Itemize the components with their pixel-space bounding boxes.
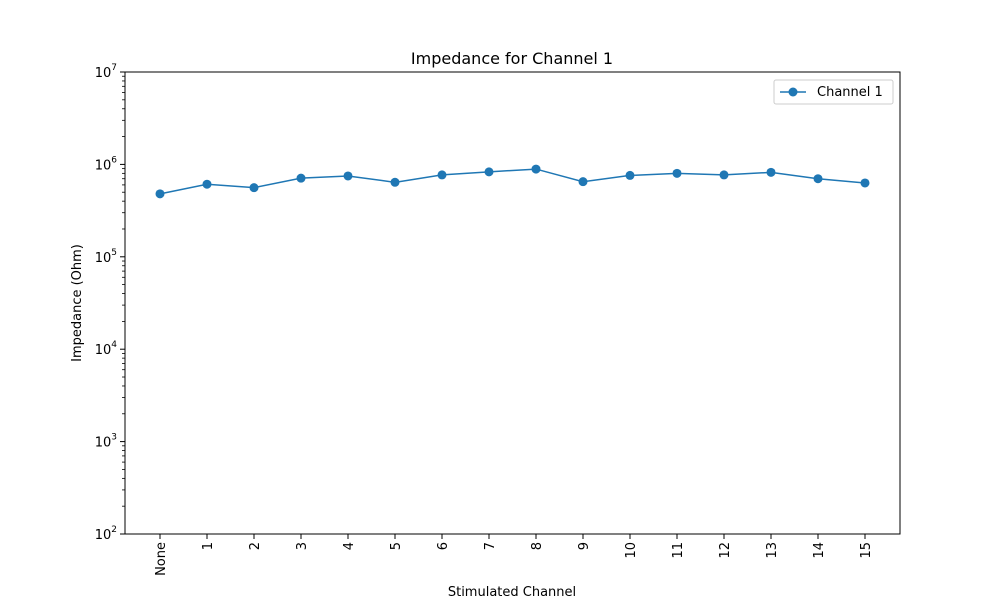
x-tick-label: 6 — [436, 542, 451, 550]
x-tick-label: 4 — [342, 542, 357, 550]
legend-box — [773, 79, 894, 105]
data-point — [437, 170, 447, 180]
data-point — [390, 177, 400, 187]
legend-label: Channel 1 — [817, 85, 883, 100]
x-tick-label: 14 — [812, 542, 827, 559]
data-point — [202, 179, 212, 189]
series-line — [159, 168, 866, 195]
x-tick-label: 9 — [577, 542, 592, 550]
x-tick-label: None — [154, 542, 169, 576]
x-tick-label: 5 — [389, 542, 404, 550]
x-tick-label: 13 — [765, 542, 780, 559]
x-tick-label: 15 — [859, 542, 874, 559]
legend-marker — [788, 87, 798, 97]
chart-title: Impedance for Channel 1 — [411, 49, 613, 68]
x-tick-label: 11 — [671, 542, 686, 559]
data-point — [531, 164, 541, 174]
data-point — [719, 170, 729, 180]
data-point — [484, 167, 494, 177]
x-tick-label: 7 — [483, 542, 498, 550]
data-point — [766, 167, 776, 177]
data-point — [672, 168, 682, 178]
data-point — [343, 171, 353, 181]
x-tick-label: 3 — [295, 542, 310, 550]
x-axis-label: Stimulated Channel — [448, 585, 576, 600]
data-point — [249, 183, 259, 193]
x-tick-label: 12 — [718, 542, 733, 559]
x-tick-label: 8 — [530, 542, 545, 550]
x-tick-label: 2 — [248, 542, 263, 550]
data-point — [860, 178, 870, 188]
data-point — [813, 174, 823, 184]
data-point — [578, 177, 588, 187]
data-point — [625, 170, 635, 180]
data-point — [296, 173, 306, 183]
data-point — [155, 189, 165, 199]
x-tick-label: 1 — [201, 542, 216, 550]
plot-frame — [124, 71, 901, 535]
y-axis-label: Impedance (Ohm) — [70, 244, 85, 362]
x-tick-label: 10 — [624, 542, 639, 559]
legend: Channel 1 — [773, 79, 894, 105]
